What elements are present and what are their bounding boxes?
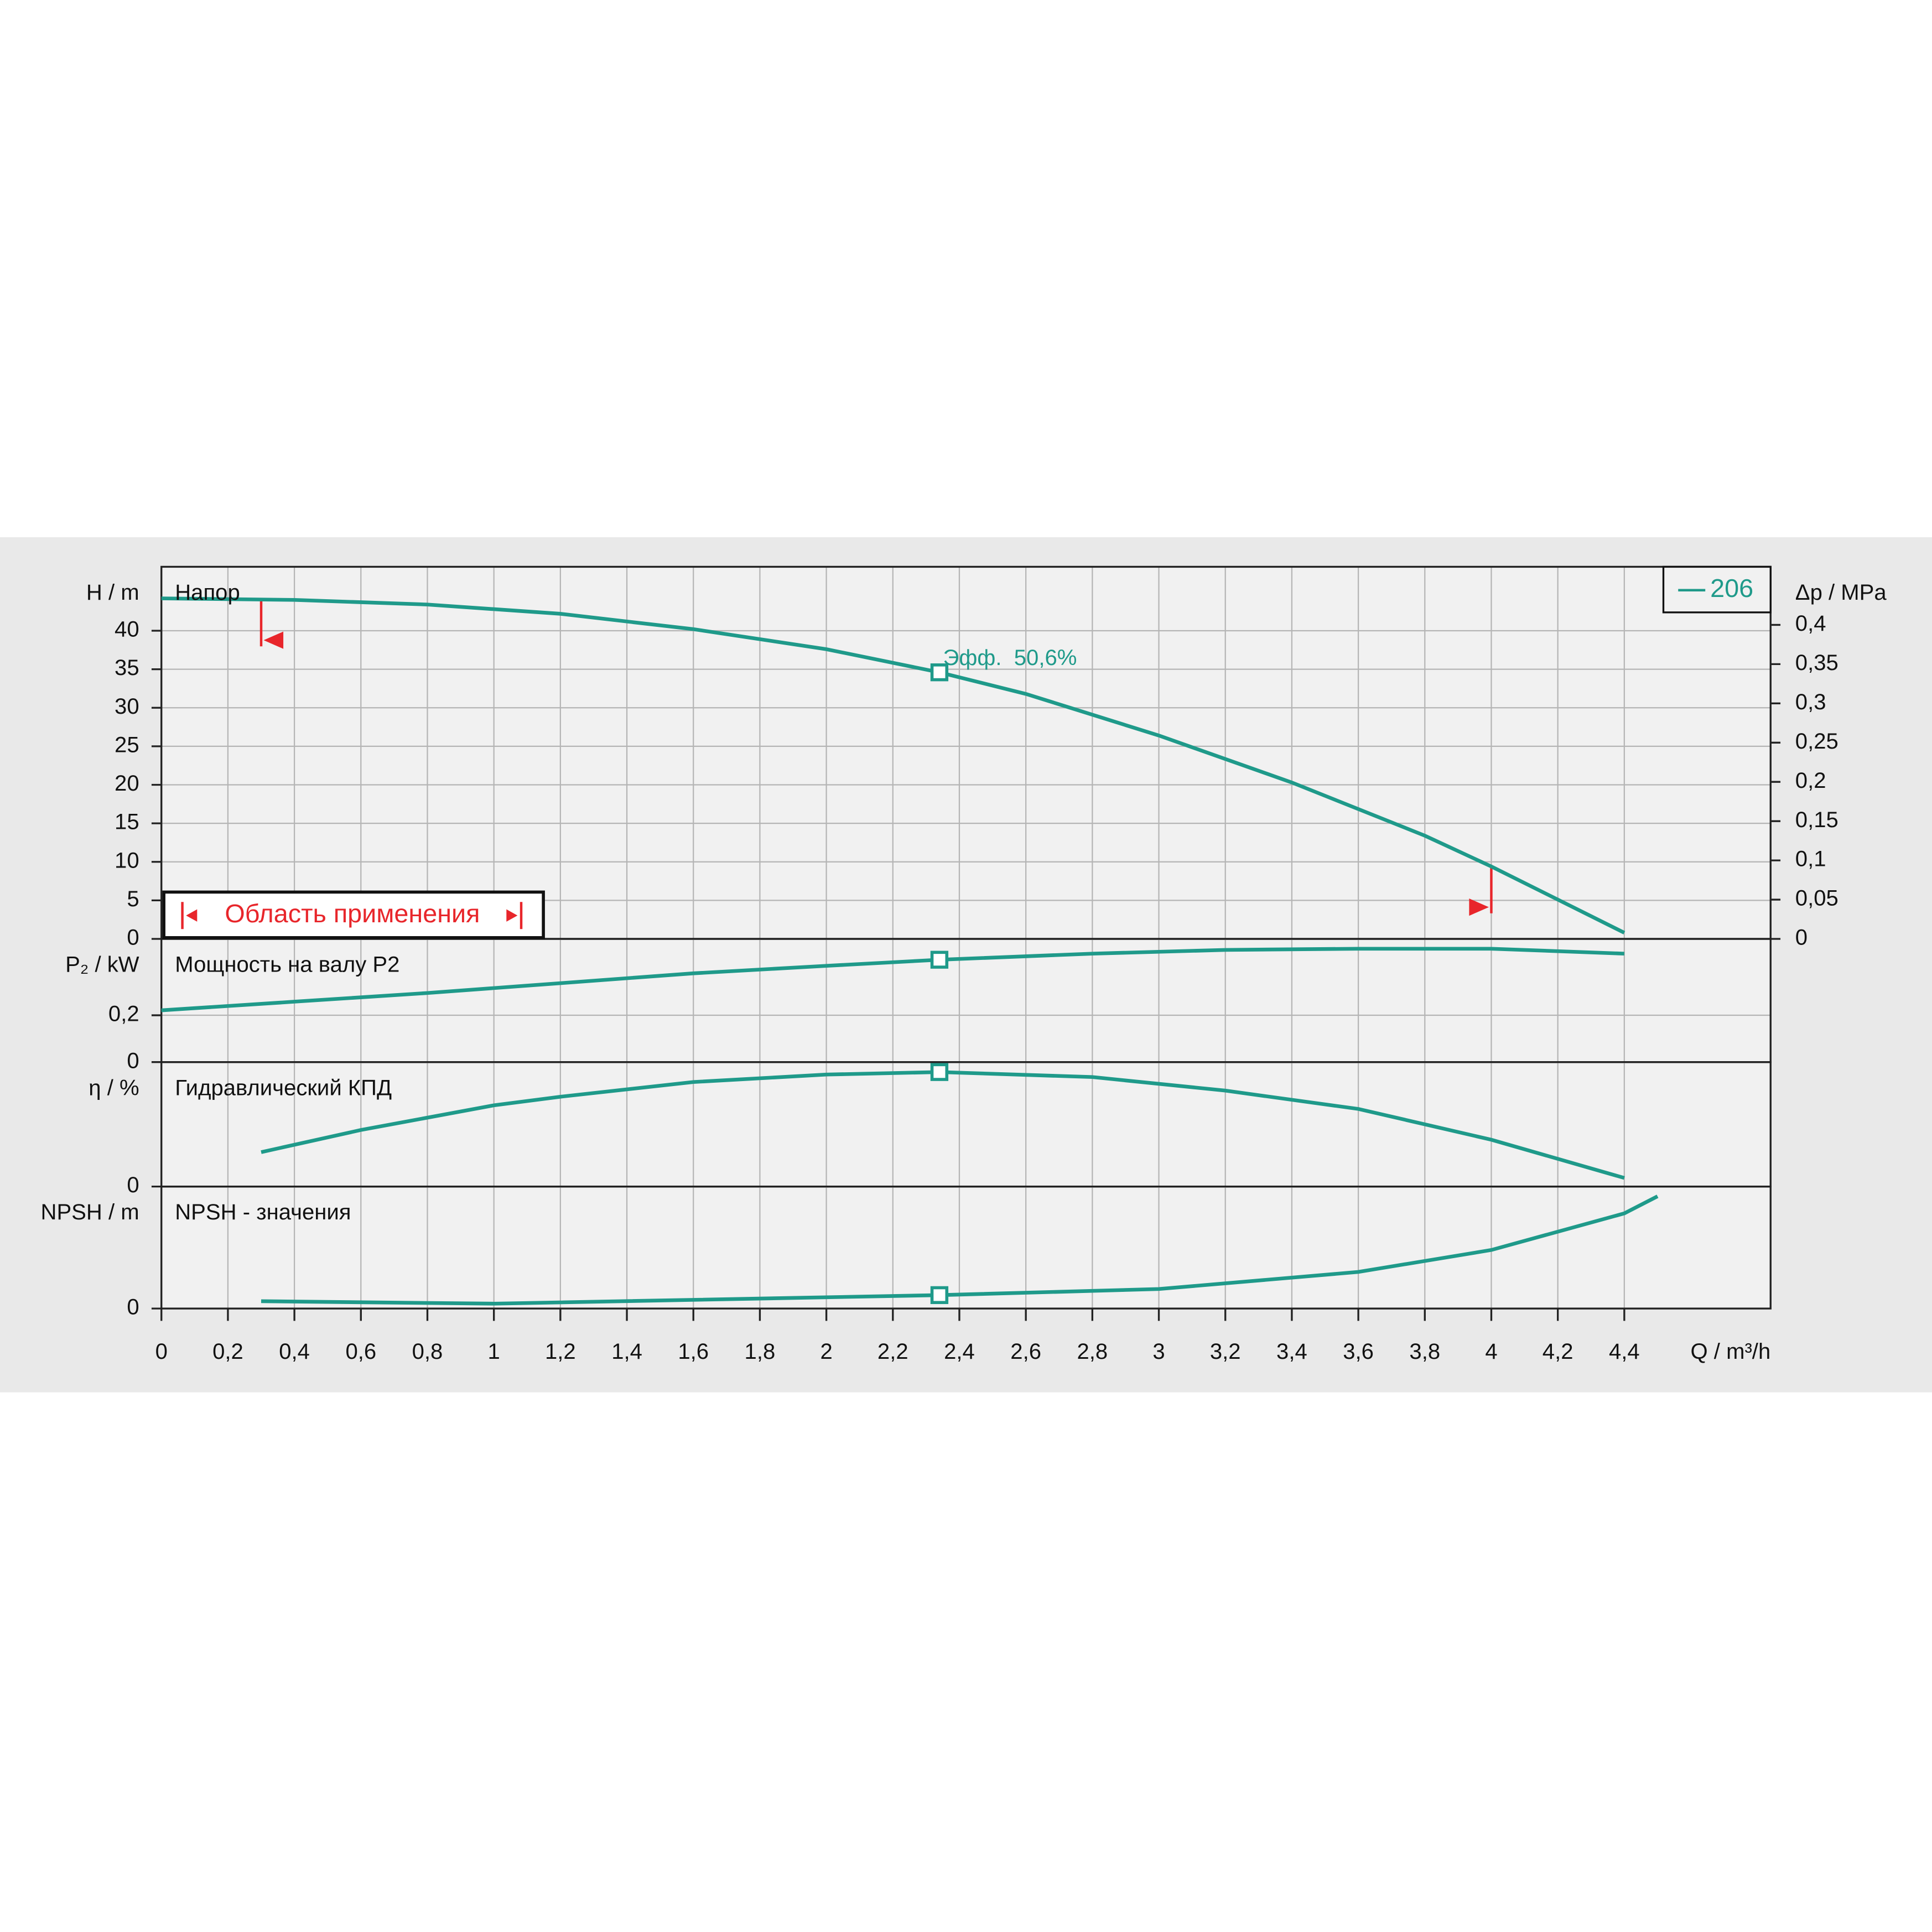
duty-point xyxy=(930,951,949,969)
x-axis-title: Q / m³/h xyxy=(1691,1339,1771,1364)
x-tick-label: 4 xyxy=(1485,1339,1497,1364)
y-tick-label: 0 xyxy=(127,1295,139,1320)
y-tick-label: 0 xyxy=(127,1048,139,1073)
y-axis-title: η / % xyxy=(89,1076,139,1100)
x-tick-label: 3 xyxy=(1152,1339,1165,1364)
x-tick-label: 0,2 xyxy=(212,1339,243,1364)
y-tick-label: 25 xyxy=(115,733,139,757)
x-tick-label: 0,4 xyxy=(279,1339,310,1364)
panel-label: Напор xyxy=(175,580,240,605)
curve xyxy=(261,1070,1625,1180)
y-tick-label: 0 xyxy=(127,926,139,950)
panel-label: Мощность на валу P2 xyxy=(175,953,399,977)
y2-tick-label: 0,35 xyxy=(1795,651,1838,675)
range-box-mark xyxy=(506,909,518,922)
y2-tick-label: 0,25 xyxy=(1795,729,1838,754)
x-tick-label: 0 xyxy=(155,1339,168,1364)
y2-tick-label: 0 xyxy=(1795,926,1808,950)
y-tick-label: 20 xyxy=(115,771,139,796)
x-tick-label: 3,2 xyxy=(1210,1339,1241,1364)
x-tick-label: 1,2 xyxy=(545,1339,576,1364)
y2-tick-label: 0,4 xyxy=(1795,611,1826,636)
x-tick-label: 1 xyxy=(488,1339,500,1364)
y2-tick-label: 0,2 xyxy=(1795,768,1826,793)
range-arrow xyxy=(263,631,284,649)
range-label: Область применения xyxy=(225,899,480,928)
x-tick-label: 3,8 xyxy=(1409,1339,1440,1364)
y2-axis-title: Δp / MPa xyxy=(1795,580,1887,605)
grid xyxy=(151,565,1781,1321)
x-tick-label: 1,6 xyxy=(678,1339,709,1364)
y-tick-label: 40 xyxy=(115,617,139,642)
x-tick-label: 2 xyxy=(820,1339,832,1364)
y2-tick-label: 0,15 xyxy=(1795,808,1838,832)
y-tick-label: 10 xyxy=(115,848,139,872)
x-tick-label: 2,4 xyxy=(944,1339,975,1364)
annotation: Эфф. 50,6% xyxy=(943,646,1077,670)
y-tick-label: 0 xyxy=(127,1173,139,1197)
x-tick-label: 1,4 xyxy=(611,1339,642,1364)
curve xyxy=(261,1194,1659,1306)
legend-label: 206 xyxy=(1710,574,1753,603)
curve xyxy=(161,947,1624,1012)
panel-frame xyxy=(160,1185,1772,1310)
y-tick-label: 5 xyxy=(127,887,139,911)
y2-tick-label: 0,3 xyxy=(1795,690,1826,714)
y2-tick-label: 0,05 xyxy=(1795,886,1838,911)
y2-tick-label: 0,1 xyxy=(1795,847,1826,871)
y-tick-label: 30 xyxy=(115,694,139,719)
y-axis-title: NPSH / m xyxy=(41,1200,139,1224)
duty-point xyxy=(930,1063,949,1081)
x-tick-label: 4,4 xyxy=(1609,1339,1640,1364)
panel-label: NPSH - значения xyxy=(175,1200,351,1224)
panel-label: Гидравлический КПД xyxy=(175,1076,392,1100)
x-tick-label: 0,6 xyxy=(345,1339,376,1364)
range-arrow xyxy=(1469,899,1489,916)
labels: 051015202530354000,050,10,150,20,250,30,… xyxy=(41,565,1887,1364)
y-tick-label: 35 xyxy=(115,656,139,680)
marks xyxy=(161,596,1659,1306)
y-axis-title: P₂ / kW xyxy=(65,953,139,977)
duty-point xyxy=(930,663,949,682)
x-tick-label: 3,4 xyxy=(1276,1339,1307,1364)
x-tick-label: 0,8 xyxy=(412,1339,443,1364)
x-tick-label: 1,8 xyxy=(745,1339,776,1364)
x-tick-label: 2,2 xyxy=(877,1339,908,1364)
range-box xyxy=(162,890,545,939)
x-tick-label: 2,6 xyxy=(1010,1339,1041,1364)
x-tick-label: 3,6 xyxy=(1343,1339,1374,1364)
x-tick-label: 2,8 xyxy=(1077,1339,1108,1364)
y-tick-label: 15 xyxy=(115,810,139,834)
y-tick-label: 0,2 xyxy=(108,1002,139,1026)
x-tick-label: 4,2 xyxy=(1543,1339,1573,1364)
y-axis-title: H / m xyxy=(86,580,139,605)
range-box-mark xyxy=(186,909,198,922)
duty-point xyxy=(930,1286,949,1305)
